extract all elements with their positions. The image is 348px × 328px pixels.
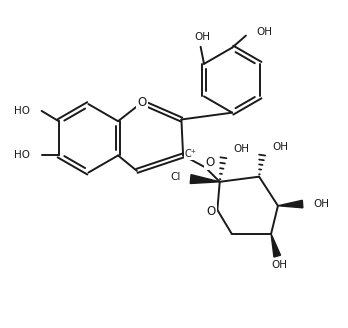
Text: OH: OH <box>271 260 287 270</box>
Text: C⁺: C⁺ <box>185 149 197 159</box>
Polygon shape <box>278 200 303 208</box>
Text: OH: OH <box>314 199 330 209</box>
Polygon shape <box>190 174 220 183</box>
Text: OH: OH <box>257 27 273 36</box>
Polygon shape <box>271 234 280 257</box>
Text: O: O <box>207 205 216 218</box>
Text: O: O <box>137 96 147 109</box>
Text: OH: OH <box>273 142 289 152</box>
Text: HO: HO <box>14 106 30 116</box>
Text: OH: OH <box>234 144 250 154</box>
Text: O: O <box>205 156 214 170</box>
Text: Cl: Cl <box>171 172 181 182</box>
Text: HO: HO <box>14 151 30 160</box>
Text: OH: OH <box>194 32 210 42</box>
